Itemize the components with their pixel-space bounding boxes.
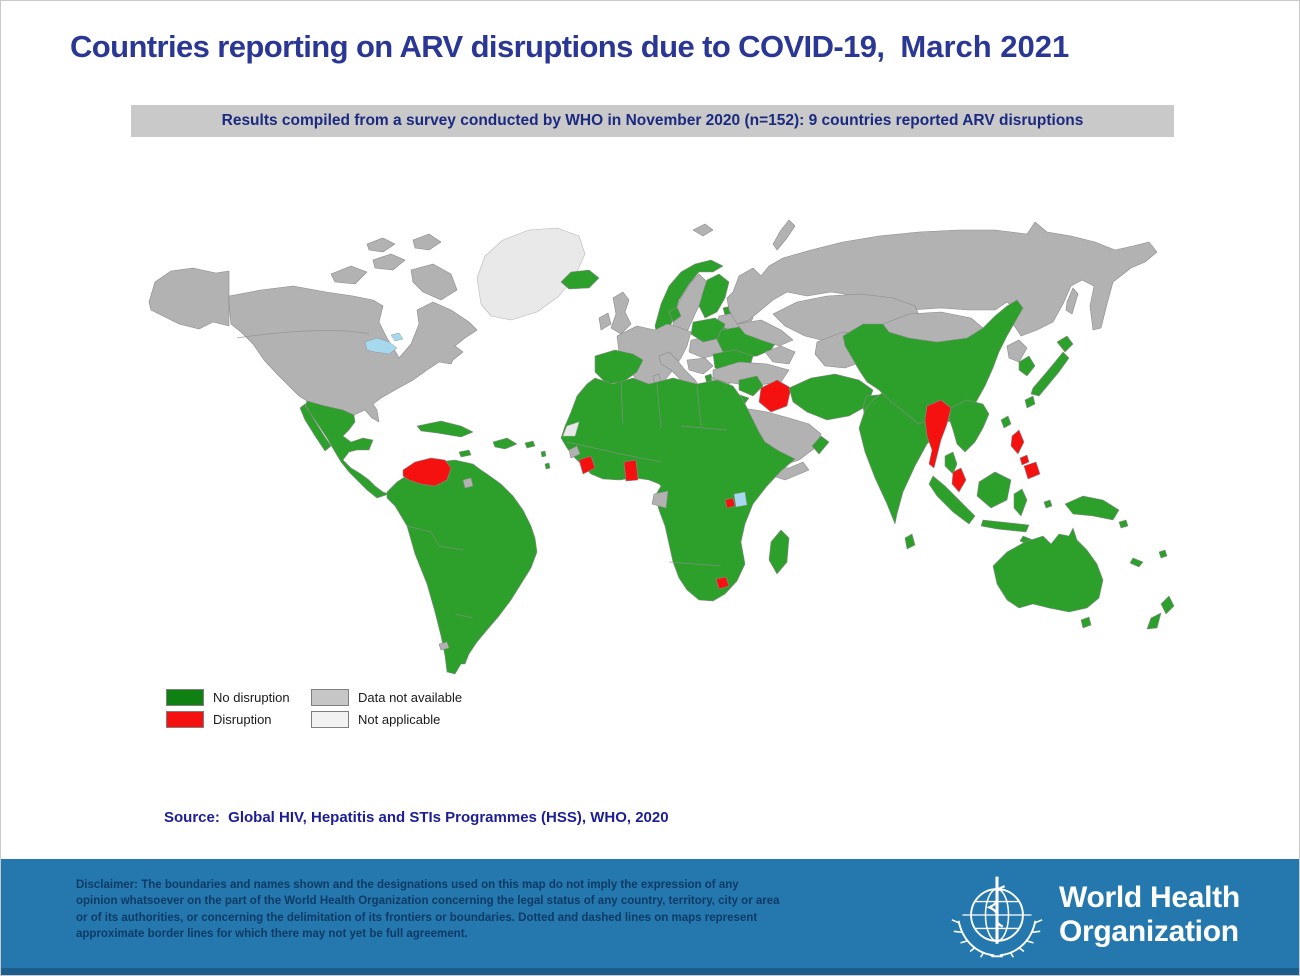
data-not-available-swatch <box>311 689 349 706</box>
region-madagascar <box>768 529 790 575</box>
country-sierra-leone <box>578 455 596 475</box>
region-new-zealand <box>1146 595 1175 630</box>
region-canada-usa <box>228 285 478 423</box>
region-russia <box>726 221 1158 347</box>
africa-borders <box>566 381 728 567</box>
source-note: Source: Global HIV, Hepatitis and STIs P… <box>164 809 669 826</box>
region-iceland <box>560 269 600 290</box>
region-caribbean-islands <box>416 420 551 470</box>
country-venezuela <box>402 457 452 487</box>
no-disruption-swatch <box>166 689 204 706</box>
disruption-swatch <box>166 711 204 728</box>
who-emblem-icon <box>951 876 1043 958</box>
not-applicable-swatch <box>311 711 349 728</box>
region-greenland <box>476 227 586 321</box>
region-sakhalin <box>1065 287 1079 315</box>
footer-strip <box>1 968 1299 975</box>
region-pacific-islands <box>1129 549 1168 568</box>
region-africa-gray <box>568 445 669 509</box>
region-indochina <box>944 399 990 475</box>
region-taiwan <box>1000 415 1012 429</box>
title-date: March 2021 <box>900 29 1070 64</box>
country-burundi <box>724 497 736 509</box>
region-mongolia <box>882 311 984 343</box>
region-south-america <box>386 459 538 675</box>
legend-item-disruption: Disruption <box>166 711 311 728</box>
country-iraq <box>758 379 792 413</box>
legend-label: No disruption <box>213 690 290 705</box>
region-finland <box>698 273 730 319</box>
region-caucasus <box>764 345 796 365</box>
us-canada-border <box>236 330 370 339</box>
region-denmark <box>668 306 682 323</box>
legend-item-no-disruption: No disruption <box>166 689 311 706</box>
legend-item-not-applicable: Not applicable <box>311 711 462 728</box>
region-iberia <box>594 349 644 385</box>
world-map <box>121 174 1206 686</box>
region-arctic-islands <box>330 219 796 301</box>
disclaimer-text: Disclaimer: The boundaries and names sho… <box>76 879 780 940</box>
country-philippines <box>1010 429 1041 480</box>
legend-item-data-not-available: Data not available <box>311 689 462 706</box>
map-legend: No disruption Data not available Disrupt… <box>166 689 462 728</box>
country-lesotho <box>715 576 730 590</box>
lake-victoria <box>733 491 748 508</box>
south-america-borders <box>406 525 474 619</box>
region-australia <box>992 527 1104 629</box>
region-japan <box>1024 335 1074 409</box>
legend-label: Data not available <box>358 690 463 705</box>
region-south-korea <box>1018 355 1036 377</box>
region-uk-ireland <box>598 291 632 335</box>
legend-label: Not applicable <box>358 712 441 727</box>
region-oman <box>811 435 830 455</box>
page-title: Countries reporting on ARV disruptions d… <box>70 29 1069 65</box>
country-ghana <box>623 459 639 482</box>
footer: Disclaimer: The boundaries and names sho… <box>1 859 1299 975</box>
region-north-korea <box>1006 339 1028 363</box>
title-main: Countries reporting on ARV disruptions d… <box>70 29 885 64</box>
region-falkland-islands <box>438 641 450 651</box>
region-mexico-central-america <box>299 400 390 499</box>
region-western-sahara <box>562 421 580 437</box>
region-suriname <box>462 477 474 489</box>
who-wordmark-line2: Organization <box>1059 915 1239 948</box>
world-map-svg <box>148 219 1175 675</box>
who-logo: World Health Organization <box>949 867 1240 963</box>
country-myanmar <box>924 399 952 469</box>
who-wordmark: World Health Organization <box>1059 881 1240 949</box>
region-alaska <box>148 267 230 330</box>
legend-label: Disruption <box>213 712 272 727</box>
great-lakes <box>364 332 404 355</box>
region-iran <box>788 373 874 421</box>
survey-banner: Results compiled from a survey conducted… <box>131 105 1174 137</box>
who-wordmark-line1: World Health <box>1059 881 1240 914</box>
